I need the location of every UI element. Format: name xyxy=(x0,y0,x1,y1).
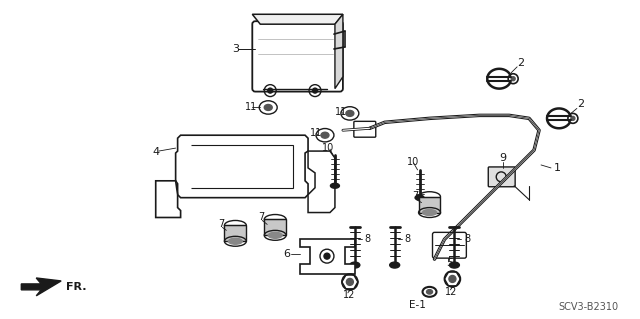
Ellipse shape xyxy=(321,132,329,138)
Ellipse shape xyxy=(390,262,399,268)
Text: 1: 1 xyxy=(554,163,561,173)
Text: FR.: FR. xyxy=(66,282,86,292)
Circle shape xyxy=(312,88,317,93)
Text: 12: 12 xyxy=(445,287,458,297)
Ellipse shape xyxy=(228,238,243,244)
Circle shape xyxy=(324,253,330,259)
FancyBboxPatch shape xyxy=(419,197,440,212)
Circle shape xyxy=(449,276,456,282)
Ellipse shape xyxy=(350,262,360,268)
Text: 10: 10 xyxy=(406,157,419,167)
Ellipse shape xyxy=(268,232,282,238)
Text: 2: 2 xyxy=(517,58,524,68)
Polygon shape xyxy=(21,278,61,296)
Circle shape xyxy=(346,278,353,286)
Text: SCV3-B2310: SCV3-B2310 xyxy=(559,302,619,312)
Polygon shape xyxy=(156,181,180,218)
Text: 10: 10 xyxy=(322,143,334,153)
Ellipse shape xyxy=(449,262,460,268)
Ellipse shape xyxy=(330,183,339,188)
Text: 11: 11 xyxy=(245,102,257,113)
Ellipse shape xyxy=(264,105,272,110)
Text: 7: 7 xyxy=(413,191,419,201)
FancyBboxPatch shape xyxy=(433,232,467,258)
Polygon shape xyxy=(175,135,308,198)
Ellipse shape xyxy=(346,110,354,116)
FancyBboxPatch shape xyxy=(354,121,376,137)
Ellipse shape xyxy=(415,195,424,200)
Text: 11: 11 xyxy=(335,108,347,117)
Text: 7: 7 xyxy=(259,212,264,222)
Text: 7: 7 xyxy=(218,219,225,229)
Text: 8: 8 xyxy=(465,234,470,244)
Text: 9: 9 xyxy=(499,153,506,163)
Text: 2: 2 xyxy=(577,100,584,109)
Text: 4: 4 xyxy=(153,147,160,157)
Circle shape xyxy=(571,116,575,120)
Text: 8: 8 xyxy=(404,234,411,244)
Ellipse shape xyxy=(426,290,433,294)
Text: 8: 8 xyxy=(365,234,371,244)
Polygon shape xyxy=(252,14,343,24)
Polygon shape xyxy=(300,239,355,274)
Text: 5: 5 xyxy=(447,258,454,268)
FancyBboxPatch shape xyxy=(264,219,286,235)
Text: 6: 6 xyxy=(283,249,290,259)
Text: E-1: E-1 xyxy=(409,300,426,310)
Text: 12: 12 xyxy=(343,290,355,300)
FancyBboxPatch shape xyxy=(252,21,343,92)
FancyBboxPatch shape xyxy=(225,226,246,241)
Polygon shape xyxy=(308,151,335,212)
Text: 11: 11 xyxy=(310,128,323,138)
Ellipse shape xyxy=(422,210,436,216)
Polygon shape xyxy=(335,14,343,89)
Polygon shape xyxy=(191,145,293,188)
Text: 3: 3 xyxy=(232,44,239,54)
Circle shape xyxy=(511,77,515,81)
FancyBboxPatch shape xyxy=(488,167,515,187)
Circle shape xyxy=(268,88,273,93)
